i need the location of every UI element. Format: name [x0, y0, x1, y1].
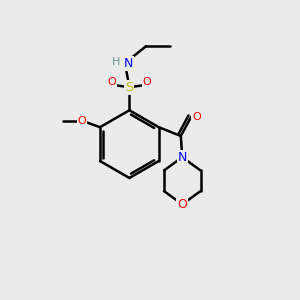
Text: O: O	[177, 198, 187, 211]
Text: O: O	[192, 112, 201, 122]
Text: S: S	[125, 81, 134, 94]
Text: O: O	[77, 116, 86, 126]
Text: O: O	[143, 77, 152, 87]
Text: O: O	[107, 77, 116, 87]
Text: N: N	[178, 151, 187, 164]
Text: H: H	[112, 57, 120, 67]
Text: N: N	[124, 57, 133, 70]
